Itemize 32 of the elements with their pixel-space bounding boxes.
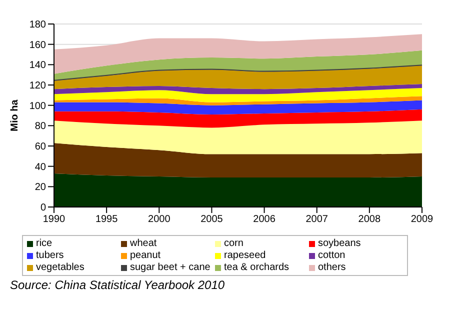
x-tick-label: 2006 — [253, 214, 276, 226]
legend-label: vegetables — [36, 262, 84, 273]
legend-label: others — [318, 262, 346, 273]
y-tick-label: 120 — [29, 80, 46, 92]
y-tick-label: 180 — [29, 20, 46, 31]
source-note: Source: China Statistical Yearbook 2010 — [10, 278, 226, 292]
legend-label: rapeseed — [224, 250, 266, 261]
x-tick-label: 2009 — [410, 214, 434, 226]
legend-label: sugar beet + cane — [130, 262, 210, 273]
legend-label: cotton — [318, 250, 346, 261]
legend-label: wheat — [130, 238, 157, 249]
y-tick-label: 20 — [34, 182, 46, 194]
legend-label: tea & orchards — [224, 262, 290, 273]
y-tick-label: 160 — [29, 40, 46, 51]
y-axis-title: Mio ha — [10, 99, 21, 132]
x-tick-label: 2007 — [306, 214, 328, 226]
x-tick-label: 2008 — [358, 214, 381, 226]
y-tick-label: 40 — [34, 162, 46, 173]
x-tick-label: 2005 — [200, 214, 224, 226]
x-tick-label: 1995 — [95, 214, 118, 226]
legend-label: soybeans — [318, 238, 361, 249]
legend-label: peanut — [130, 250, 161, 261]
y-tick-label: 100 — [29, 100, 46, 112]
y-tick-label: 140 — [29, 60, 46, 72]
legend-label: tubers — [36, 250, 64, 261]
x-tick-label: 2000 — [148, 214, 171, 226]
legend-label: rice — [36, 238, 52, 249]
y-tick-label: 60 — [34, 142, 46, 153]
y-tick-label: 80 — [34, 121, 46, 132]
legend-label: corn — [224, 238, 244, 249]
x-tick-label: 1990 — [42, 214, 66, 226]
y-tick-label: 0 — [40, 202, 46, 214]
